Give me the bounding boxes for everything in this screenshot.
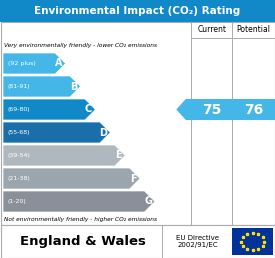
Text: Current: Current — [197, 26, 226, 35]
Polygon shape — [3, 53, 66, 74]
Bar — [0, 0, 275, 22]
Text: EU Directive
2002/91/EC: EU Directive 2002/91/EC — [177, 235, 219, 248]
Polygon shape — [3, 191, 155, 212]
Bar — [1, 225, 274, 258]
Polygon shape — [176, 99, 238, 120]
Bar — [1, 22, 274, 225]
Polygon shape — [3, 145, 125, 166]
Text: Very environmentally friendly - lower CO₂ emissions: Very environmentally friendly - lower CO… — [4, 44, 157, 49]
Text: F: F — [130, 173, 137, 183]
Polygon shape — [218, 99, 275, 120]
Text: Not environmentally friendly - higher CO₂ emissions: Not environmentally friendly - higher CO… — [4, 216, 157, 222]
Text: England & Wales: England & Wales — [20, 235, 145, 248]
Polygon shape — [3, 168, 140, 189]
Text: 76: 76 — [244, 102, 263, 117]
Text: 75: 75 — [202, 102, 221, 117]
Text: Potential: Potential — [237, 26, 271, 35]
Polygon shape — [3, 122, 110, 143]
Text: A: A — [55, 59, 62, 69]
Text: (69-80): (69-80) — [8, 107, 31, 112]
Text: E: E — [115, 150, 122, 160]
Text: B: B — [70, 82, 77, 92]
Text: G: G — [144, 197, 152, 206]
Text: (81-91): (81-91) — [8, 84, 31, 89]
Polygon shape — [3, 76, 81, 97]
Text: C: C — [85, 104, 92, 115]
Text: (1-20): (1-20) — [8, 199, 27, 204]
Polygon shape — [3, 99, 95, 120]
Text: Environmental Impact (CO₂) Rating: Environmental Impact (CO₂) Rating — [34, 6, 241, 16]
Text: (39-54): (39-54) — [8, 153, 31, 158]
Text: D: D — [100, 127, 108, 138]
Bar — [232, 228, 273, 255]
Text: (55-68): (55-68) — [8, 130, 31, 135]
Text: (92 plus): (92 plus) — [8, 61, 36, 66]
Text: (21-38): (21-38) — [8, 176, 31, 181]
